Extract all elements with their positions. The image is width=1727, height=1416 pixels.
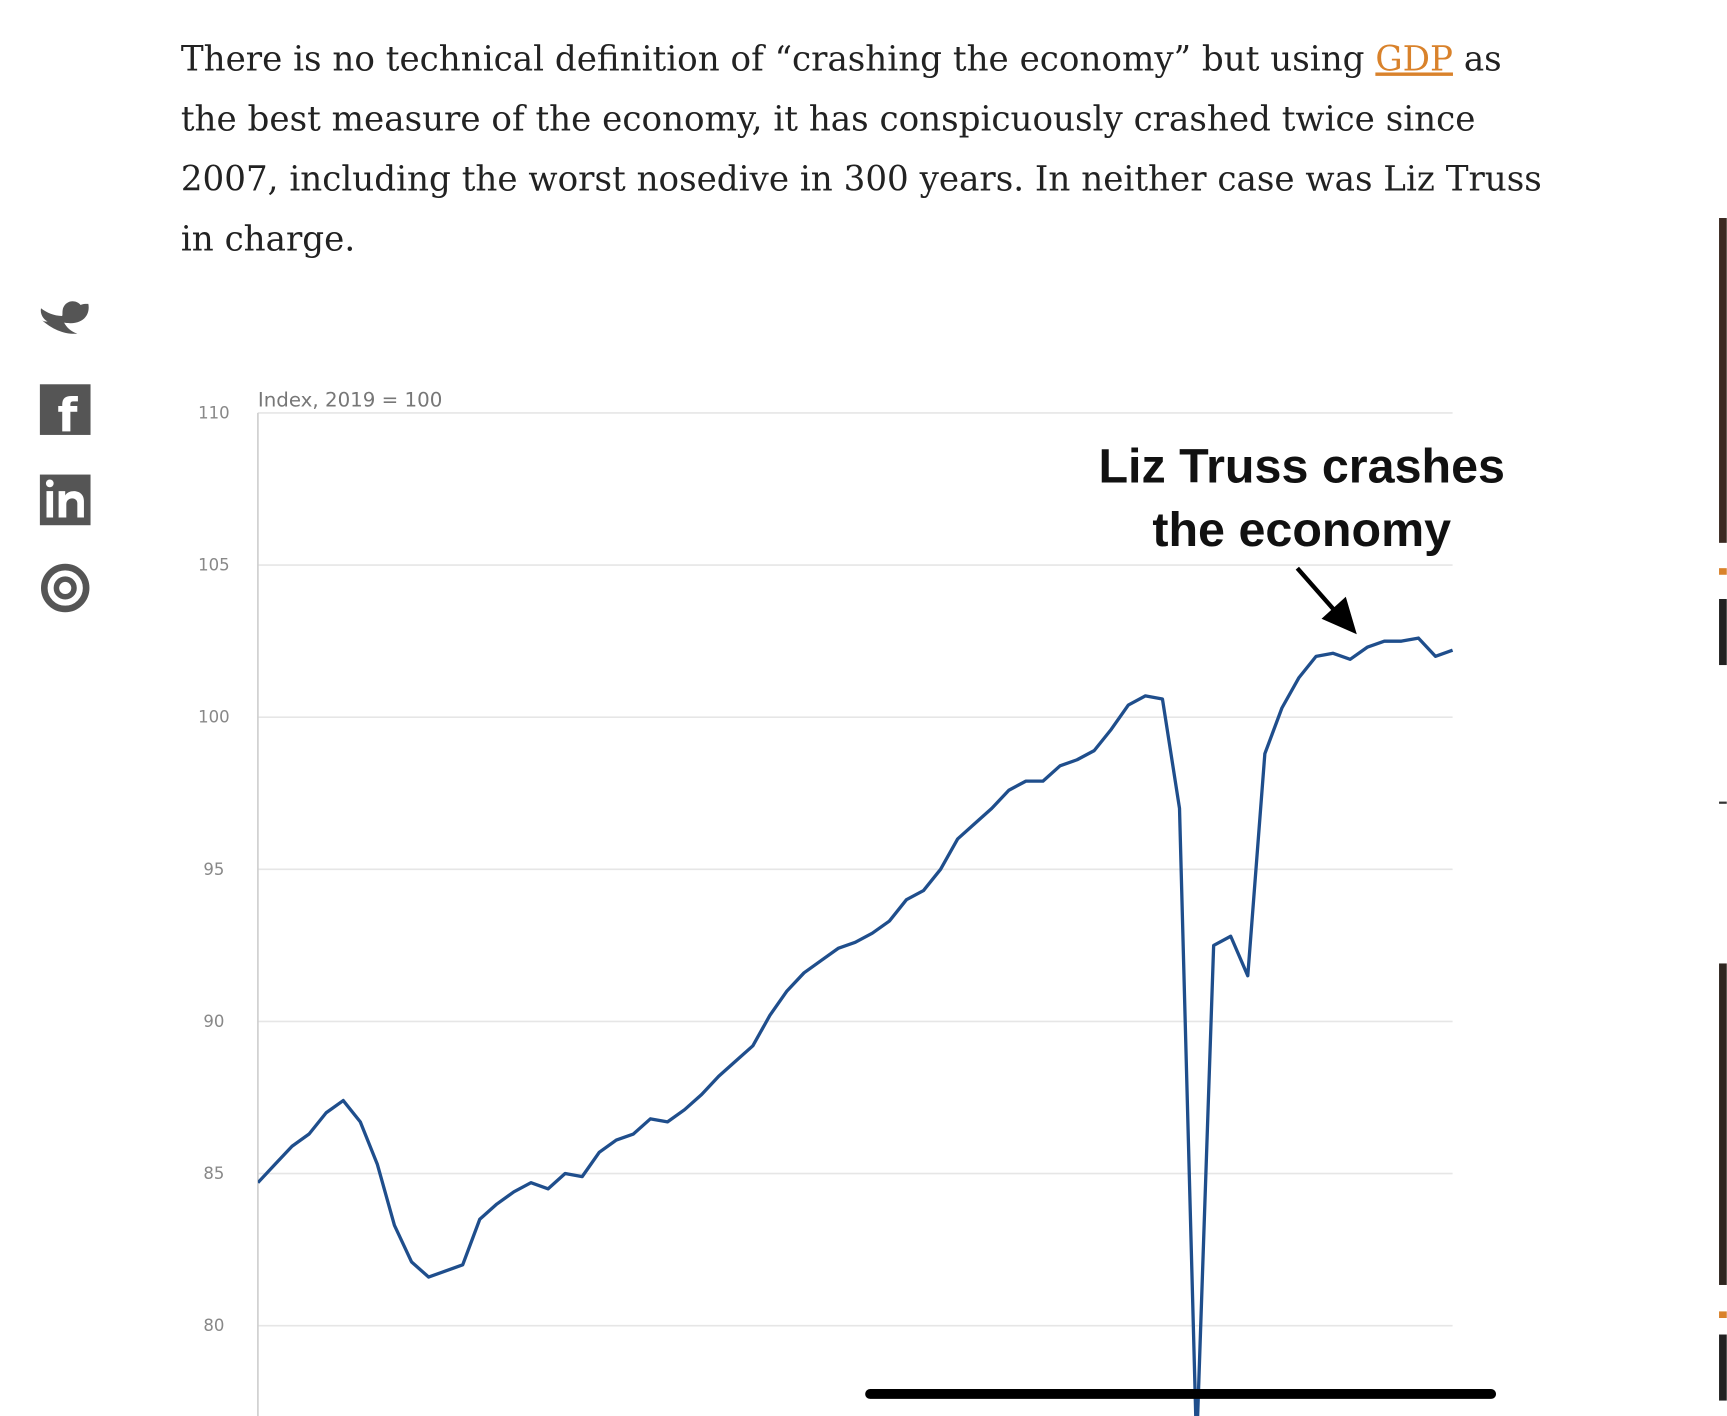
facebook-icon[interactable] (39, 384, 91, 435)
annotation: Liz Truss crashes (1098, 439, 1505, 493)
sidebar (1719, 218, 1727, 1401)
text-run: in charge. (181, 219, 355, 259)
paragraph-line: the best measure of the economy, it has … (181, 99, 1476, 139)
text-run: as (1453, 39, 1502, 79)
paragraph-line: There is no technical definition of “cra… (181, 39, 1502, 79)
share-bar: f (39, 301, 91, 613)
chart: 80 85 90 95 100 105 110 Index, 2019 = 100 Liz Tr… (198, 388, 1505, 1416)
y-tick-label: 110 (198, 403, 229, 422)
y-axis-label: Index, 2019 = 100 (258, 388, 442, 411)
annotation-arrowhead (1321, 596, 1357, 635)
y-tick-label: 85 (203, 1164, 224, 1183)
email-icon[interactable] (40, 563, 90, 613)
y-tick-label: 90 (203, 1012, 224, 1031)
paragraph-line: in charge. (181, 219, 355, 259)
gdp-link[interactable]: GDP (1375, 39, 1453, 79)
y-tick-label: 95 (203, 860, 224, 879)
text-run: There is no technical definition of “cra… (181, 39, 1376, 79)
facebook-glyph: f (57, 389, 78, 443)
article-paragraph: There is no technical definition of “cra… (181, 39, 1542, 259)
annotation: the economy (1152, 503, 1451, 557)
twitter-icon[interactable] (40, 301, 89, 334)
text-run: the best measure of the economy, it has … (181, 99, 1476, 139)
y-tick-label: 105 (198, 556, 229, 575)
y-tick-label: 100 (198, 708, 229, 727)
paragraph-line: 2007, including the worst nosedive in 30… (181, 159, 1542, 199)
data-line (257, 636, 1454, 1416)
y-tick-label: 80 (203, 1316, 224, 1335)
text-run: 2007, including the worst nosedive in 30… (181, 159, 1542, 199)
annotation-arrow (1295, 566, 1340, 616)
